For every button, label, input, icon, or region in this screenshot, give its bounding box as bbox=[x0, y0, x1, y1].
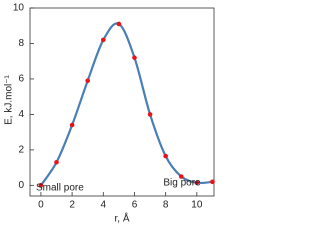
x-tick-label: 8 bbox=[163, 200, 169, 211]
annotation: Small pore bbox=[36, 183, 84, 194]
y-tick-label: 4 bbox=[18, 109, 24, 120]
point bbox=[69, 122, 75, 128]
point bbox=[194, 180, 200, 185]
x-tick-label: 2 bbox=[69, 200, 75, 211]
y-tick-label: 0 bbox=[18, 180, 24, 191]
y-tick-label: 10 bbox=[13, 3, 25, 14]
point bbox=[163, 153, 168, 159]
chart: r, Å E, kJ.mol⁻¹ 0 2 4 6 8 10 0 2 4 6 8 10 Small por… bbox=[4, 3, 215, 225]
x-tick-label: 0 bbox=[38, 200, 44, 211]
y-axis-label: E, kJ.mol⁻¹ bbox=[4, 74, 15, 124]
point bbox=[85, 78, 90, 84]
x-tick-label: 4 bbox=[101, 200, 107, 211]
point bbox=[210, 179, 215, 185]
line bbox=[40, 22, 213, 186]
point bbox=[100, 37, 106, 43]
y-tick-label: 6 bbox=[18, 74, 24, 85]
point bbox=[132, 55, 137, 60]
x-tick-label: 10 bbox=[191, 200, 203, 211]
x-tick-label: 6 bbox=[132, 200, 138, 211]
annotation: Big pore bbox=[163, 178, 201, 189]
x-axis-label: r, Å bbox=[114, 212, 129, 225]
y-tick-label: 2 bbox=[18, 145, 24, 156]
point bbox=[54, 160, 59, 165]
point bbox=[147, 112, 153, 117]
point bbox=[38, 183, 44, 188]
y-tick-label: 8 bbox=[18, 38, 24, 49]
plot-frame bbox=[29, 7, 215, 197]
point bbox=[116, 21, 122, 27]
point bbox=[178, 174, 184, 179]
